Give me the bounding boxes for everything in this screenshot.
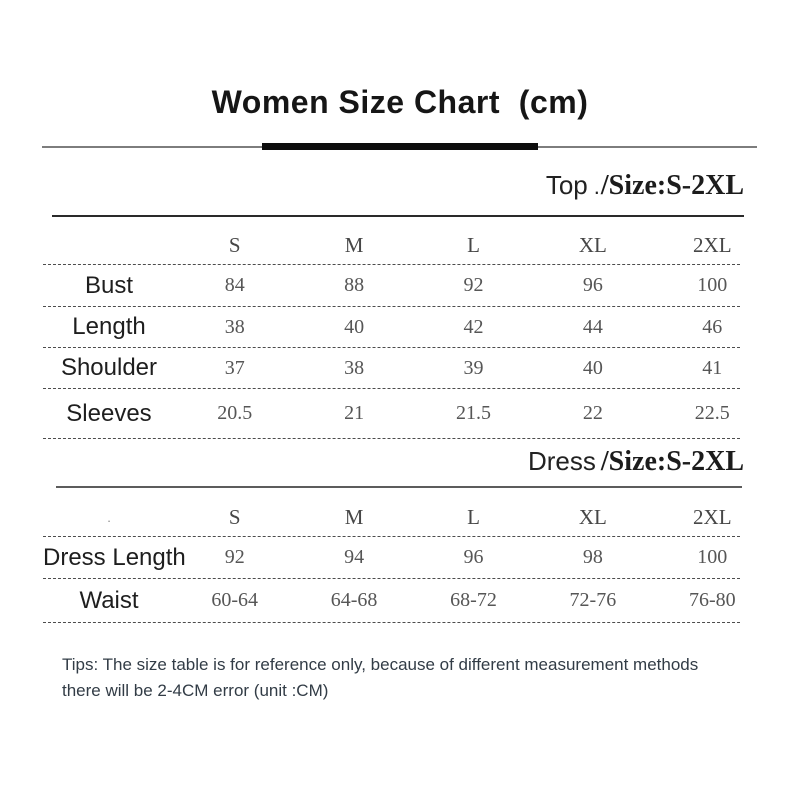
row-divider: [43, 388, 740, 389]
dress-length-value-m: 94: [344, 546, 365, 568]
column-header-l: L: [467, 232, 480, 257]
title-underline: [42, 143, 757, 150]
row-label-waist: Waist: [79, 586, 139, 614]
waist-value-2xl: 76-80: [688, 589, 736, 611]
tips-line-2: there will be 2-4CM error (unit :CM): [62, 681, 329, 700]
dress-section-heading: Dress/Size:S-2XL: [528, 446, 744, 478]
top-section-heading: Top ./Size:S-2XL: [546, 170, 744, 202]
waist-value-m: 64-68: [330, 589, 378, 611]
row-divider: [43, 264, 740, 265]
top-section-size-range: /Size:S-2XL: [600, 170, 744, 201]
tips-note: Tips: The size table is for reference on…: [62, 652, 752, 704]
top-size-table: S M L XL 2XL Bust 84 88 92 96 100 Length…: [43, 226, 772, 439]
row-divider: [43, 347, 740, 348]
bust-value-m: 88: [344, 274, 365, 296]
sleeves-value-s: 20.5: [217, 402, 253, 424]
length-value-l: 42: [463, 315, 484, 338]
dress-length-value-s: 92: [224, 546, 245, 568]
row-label-length: Length: [72, 313, 146, 340]
table-row-dress-length: Dress Length 92 94 96 98 100: [43, 537, 772, 578]
row-divider: [43, 306, 740, 307]
row-label-dress-length: Dress Length: [43, 543, 186, 571]
bust-value-l: 92: [463, 274, 484, 296]
dress-length-value-xl: 98: [582, 546, 603, 568]
row-label-sleeves: Sleeves: [66, 399, 152, 427]
length-value-s: 38: [224, 315, 245, 338]
bust-value-xl: 96: [582, 274, 603, 296]
shoulder-value-s: 37: [224, 356, 245, 379]
top-section-rule: [52, 215, 744, 217]
column-header-xl: XL: [578, 504, 607, 529]
column-header-s: S: [228, 232, 241, 257]
page-title: Women Size Chart (cm): [211, 84, 589, 120]
top-section-separator-dot: .: [593, 174, 600, 199]
column-header-l: L: [467, 504, 480, 529]
shoulder-value-m: 38: [344, 356, 365, 379]
length-value-xl: 44: [582, 315, 603, 338]
shoulder-value-l: 39: [463, 356, 484, 379]
waist-value-l: 68-72: [450, 589, 497, 611]
dress-size-table: . S M L XL 2XL Dress Length 92 94 96 98 …: [43, 498, 772, 623]
tips-line-1: Tips: The size table is for reference on…: [62, 655, 699, 674]
table-row-bust: Bust 84 88 92 96 100: [43, 265, 772, 306]
dress-length-value-2xl: 100: [697, 546, 728, 568]
bust-value-s: 84: [224, 274, 245, 296]
table-row-sleeves: Sleeves 20.5 21 21.5 22 22.5: [43, 389, 772, 438]
length-value-2xl: 46: [702, 315, 723, 338]
table-row-length: Length 38 40 42 44 46: [43, 307, 772, 347]
row-divider: [43, 536, 740, 537]
waist-value-s: 60-64: [211, 589, 259, 611]
dress-section-size-range: /Size:S-2XL: [600, 446, 744, 477]
column-header-2xl: 2XL: [693, 232, 732, 257]
sleeves-value-m: 21: [344, 402, 365, 424]
column-header-s: S: [228, 504, 241, 529]
row-divider: [43, 438, 740, 439]
table-row-shoulder: Shoulder 37 38 39 40 41: [43, 348, 772, 388]
top-table-header-row: S M L XL 2XL: [43, 226, 772, 264]
row-label-shoulder: Shoulder: [60, 354, 158, 381]
bust-value-2xl: 100: [697, 274, 728, 296]
table-row-waist: Waist 60-64 64-68 68-72 72-76 76-80: [43, 579, 772, 622]
dress-length-value-l: 96: [463, 546, 484, 568]
row-divider: [43, 578, 740, 579]
shoulder-value-xl: 40: [582, 356, 603, 379]
waist-value-xl: 72-76: [569, 589, 617, 611]
column-header-2xl: 2XL: [693, 504, 732, 529]
dress-section-rule: [56, 486, 742, 488]
title-underline-thick-bar: [262, 143, 538, 150]
column-header-m: M: [344, 232, 364, 257]
length-value-m: 40: [344, 315, 365, 338]
sleeves-value-2xl: 22.5: [694, 402, 730, 424]
top-section-label: Top: [545, 170, 588, 200]
column-header-xl: XL: [578, 232, 607, 257]
column-header-m: M: [344, 504, 364, 529]
row-label-bust: Bust: [84, 271, 134, 299]
row-divider: [43, 622, 740, 623]
dress-table-header-row: . S M L XL 2XL: [43, 498, 772, 536]
shoulder-value-2xl: 41: [702, 356, 723, 379]
sleeves-value-xl: 22: [582, 402, 603, 424]
dress-section-label: Dress: [527, 446, 596, 476]
dress-header-corner-mark: .: [107, 509, 111, 525]
sleeves-value-l: 21.5: [455, 402, 491, 424]
